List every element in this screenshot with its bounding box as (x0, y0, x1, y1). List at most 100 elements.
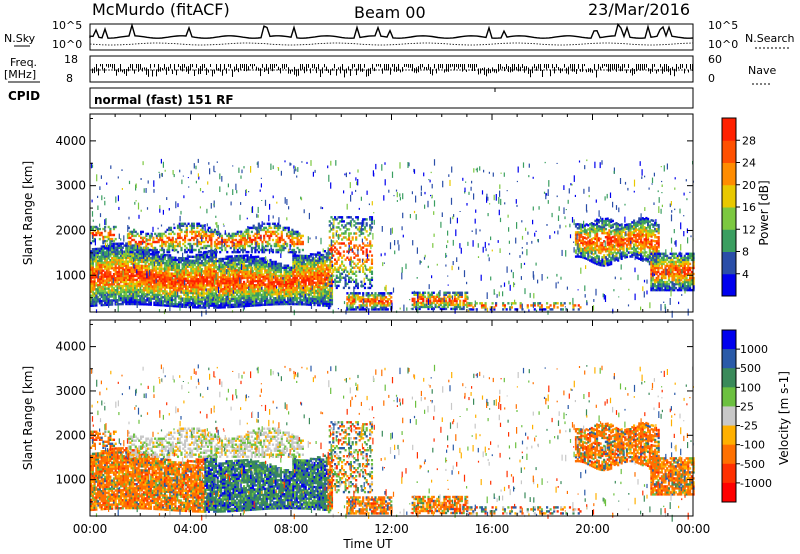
echo-cell (177, 301, 181, 304)
echo-cell (148, 263, 151, 266)
echo-cell (192, 306, 195, 309)
echo-cell (327, 294, 330, 298)
echo-cell (109, 261, 112, 264)
echo-cell (339, 242, 342, 245)
echo-cell (325, 294, 328, 297)
echo-cell (290, 274, 293, 278)
echo-cell (206, 278, 209, 281)
echo-cell (163, 278, 167, 281)
echo-cell (109, 231, 112, 235)
echo-cell (135, 294, 138, 298)
echo-cell (353, 256, 356, 259)
echo-cell (160, 263, 163, 267)
echo-cell (315, 253, 318, 256)
echo-cell (95, 302, 98, 305)
echo-cell (162, 286, 165, 289)
echo-cell (257, 230, 260, 234)
echo-cell (248, 304, 251, 308)
echo-cell (285, 286, 288, 290)
echo-cell (363, 298, 367, 301)
echo-cell (323, 296, 327, 299)
echo-cell (271, 277, 274, 280)
echo-cell (163, 274, 167, 277)
echo-cell (128, 256, 131, 259)
echo-cell (254, 248, 257, 252)
echo-cell (105, 261, 108, 264)
echo-cell (169, 288, 172, 291)
echo-cell (311, 265, 314, 268)
echo-cell (279, 266, 283, 270)
echo-cell (167, 286, 170, 289)
freq-mark (584, 64, 585, 67)
echo-cell (301, 234, 304, 238)
echo-cell (261, 250, 264, 254)
echo-cell (184, 236, 187, 240)
echo-cell (170, 296, 174, 300)
echo-cell (289, 230, 292, 234)
echo-cell (164, 240, 167, 244)
echo-cell (358, 244, 361, 247)
echo-cell (192, 259, 195, 263)
echo-cell (112, 291, 116, 294)
echo-cell (257, 289, 260, 293)
echo-cell (272, 293, 276, 296)
echo-cell (337, 256, 340, 259)
echo-cell (182, 224, 185, 228)
freq-mark (526, 66, 527, 70)
echo-cell (360, 232, 363, 235)
echo-cell (346, 216, 349, 219)
echo-cell (111, 299, 114, 302)
echo-cell (207, 302, 210, 305)
echo-cell (125, 264, 128, 267)
echo-cell (244, 264, 247, 267)
echo-cell (139, 254, 142, 258)
freq-mark (224, 64, 225, 70)
freq-mark (92, 68, 93, 74)
echo-cell (214, 253, 218, 257)
echo-cell (98, 300, 101, 303)
echo-cell (279, 272, 283, 276)
echo-cell (104, 289, 107, 292)
echo-cell (434, 297, 437, 301)
echo-cell (195, 271, 198, 275)
echo-cell (200, 276, 203, 279)
echo-cell (341, 260, 344, 263)
echo-cell (174, 290, 177, 294)
echo-cell (188, 263, 191, 266)
echo-cell (114, 246, 117, 250)
echo-cell (271, 264, 274, 268)
echo-cell (346, 256, 349, 259)
echo-cell (344, 230, 347, 233)
freq-mark (660, 64, 661, 68)
echo-cell (299, 274, 302, 278)
echo-cell (216, 259, 219, 263)
echo-cell (130, 278, 133, 282)
echo-cell (280, 246, 283, 250)
echo-cell (325, 256, 328, 259)
echo-cell (237, 287, 240, 290)
freq-mark (106, 64, 107, 67)
echo-cell (98, 249, 101, 253)
echo-cell (172, 302, 175, 306)
echo-cell (131, 234, 134, 238)
echo-cell (209, 298, 212, 301)
echo-cell (257, 263, 260, 267)
echo-cell (248, 290, 251, 293)
echo-cell (121, 300, 124, 304)
freq-mark (550, 69, 551, 77)
echo-cell (200, 260, 203, 263)
echo-cell (125, 284, 128, 288)
echo-cell (225, 283, 228, 287)
echo-cell (95, 227, 98, 231)
echo-cell (102, 263, 105, 266)
echo-cell (346, 292, 349, 295)
echo-cell (253, 257, 256, 261)
echo-cell (374, 306, 377, 309)
echo-cell (168, 228, 171, 232)
echo-cell (97, 296, 100, 299)
freq-mark (312, 64, 313, 68)
echo-cell (98, 251, 101, 255)
freq-mark (248, 66, 249, 71)
echo-cell (152, 248, 155, 252)
echo-cell (270, 230, 273, 234)
